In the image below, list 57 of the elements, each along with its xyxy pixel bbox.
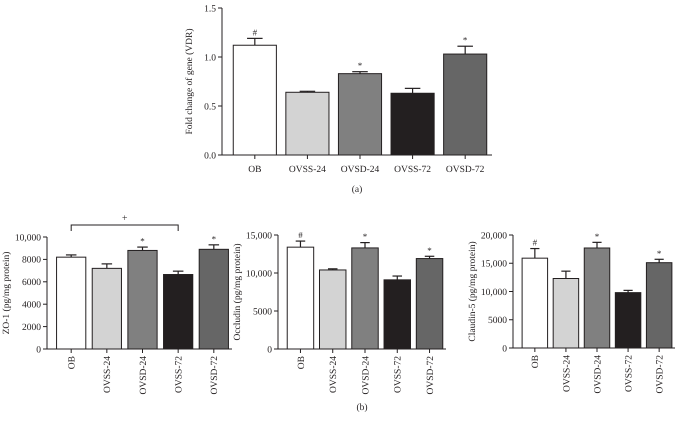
y-tick-label: 10,000: [480, 288, 508, 298]
x-tick-label: OB: [531, 355, 542, 368]
x-tick-label: OVSD-24: [593, 354, 604, 394]
x-tick-label: OVSS-72: [394, 165, 432, 175]
y-tick-label: 15,000: [480, 260, 508, 270]
y-tick-label: 4000: [22, 300, 42, 311]
x-tick-label: OVSD-72: [446, 165, 485, 175]
y-tick-label: 20,000: [480, 231, 508, 242]
y-tick-label: 10,000: [14, 233, 42, 244]
y-tick-label: 10,000: [246, 269, 272, 280]
y-tick-label: 8000: [22, 256, 42, 266]
annotation: *: [427, 245, 432, 256]
x-tick-label: OVSD-24: [138, 356, 149, 395]
y-axis-title: Occludin (pg/mg protein): [233, 243, 243, 341]
x-tick-label: OB: [68, 356, 78, 370]
x-tick-label: OB: [248, 165, 262, 175]
x-tick-label: OVSS-24: [329, 356, 340, 393]
y-tick-label: 0.0: [204, 151, 216, 162]
y-tick-label: 1.5: [204, 4, 216, 14]
y-tick-label: 0: [502, 344, 508, 354]
text: +: [122, 213, 128, 224]
y-tick-label: 0.5: [204, 102, 216, 112]
y-tick-label: 15,000: [246, 231, 272, 242]
x-tick-label: OVSS-72: [394, 356, 404, 393]
x-tick-label: OVSS-72: [624, 354, 634, 392]
annotation: *: [362, 232, 368, 242]
x-tick-label: OVSD-24: [340, 165, 380, 175]
y-axis-title: Fold change of gene (VDR): [185, 28, 195, 135]
x-tick-label: OVSS-24: [288, 165, 326, 175]
annotation: *: [594, 231, 600, 242]
y-tick-label: 5000: [253, 307, 272, 318]
text: (a): [352, 185, 362, 195]
x-tick-label: OVSD-72: [210, 356, 220, 395]
annotation: *: [140, 236, 146, 246]
x-tick-label: OVSD-72: [426, 356, 436, 395]
annotation: *: [462, 35, 468, 46]
annotation: *: [656, 248, 662, 258]
annotation: #: [532, 238, 538, 248]
annotation: *: [358, 60, 363, 71]
y-tick-label: 0: [36, 345, 42, 356]
y-tick-label: 2000: [22, 322, 42, 333]
x-tick-label: OVSS-24: [562, 354, 572, 392]
x-tick-label: OVSD-24: [361, 356, 372, 395]
y-axis-title: Claudin-5 (pg/mg protein): [468, 241, 478, 342]
x-tick-label: OVSD-72: [655, 354, 666, 394]
y-tick-label: 5000: [488, 316, 508, 326]
annotation: #: [252, 27, 258, 38]
text: (b): [356, 403, 368, 413]
y-axis-title: ZO-1 (pg/mg protein): [2, 252, 12, 334]
y-tick-label: 0: [267, 345, 272, 356]
annotation: #: [298, 230, 304, 240]
x-tick-label: OB: [296, 356, 307, 370]
x-tick-label: OVSS-24: [103, 356, 114, 393]
x-tick-label: OVSS-72: [174, 356, 184, 393]
y-tick-label: 6000: [22, 278, 42, 288]
y-tick-label: 1.0: [204, 53, 216, 64]
annotation: *: [212, 234, 217, 244]
